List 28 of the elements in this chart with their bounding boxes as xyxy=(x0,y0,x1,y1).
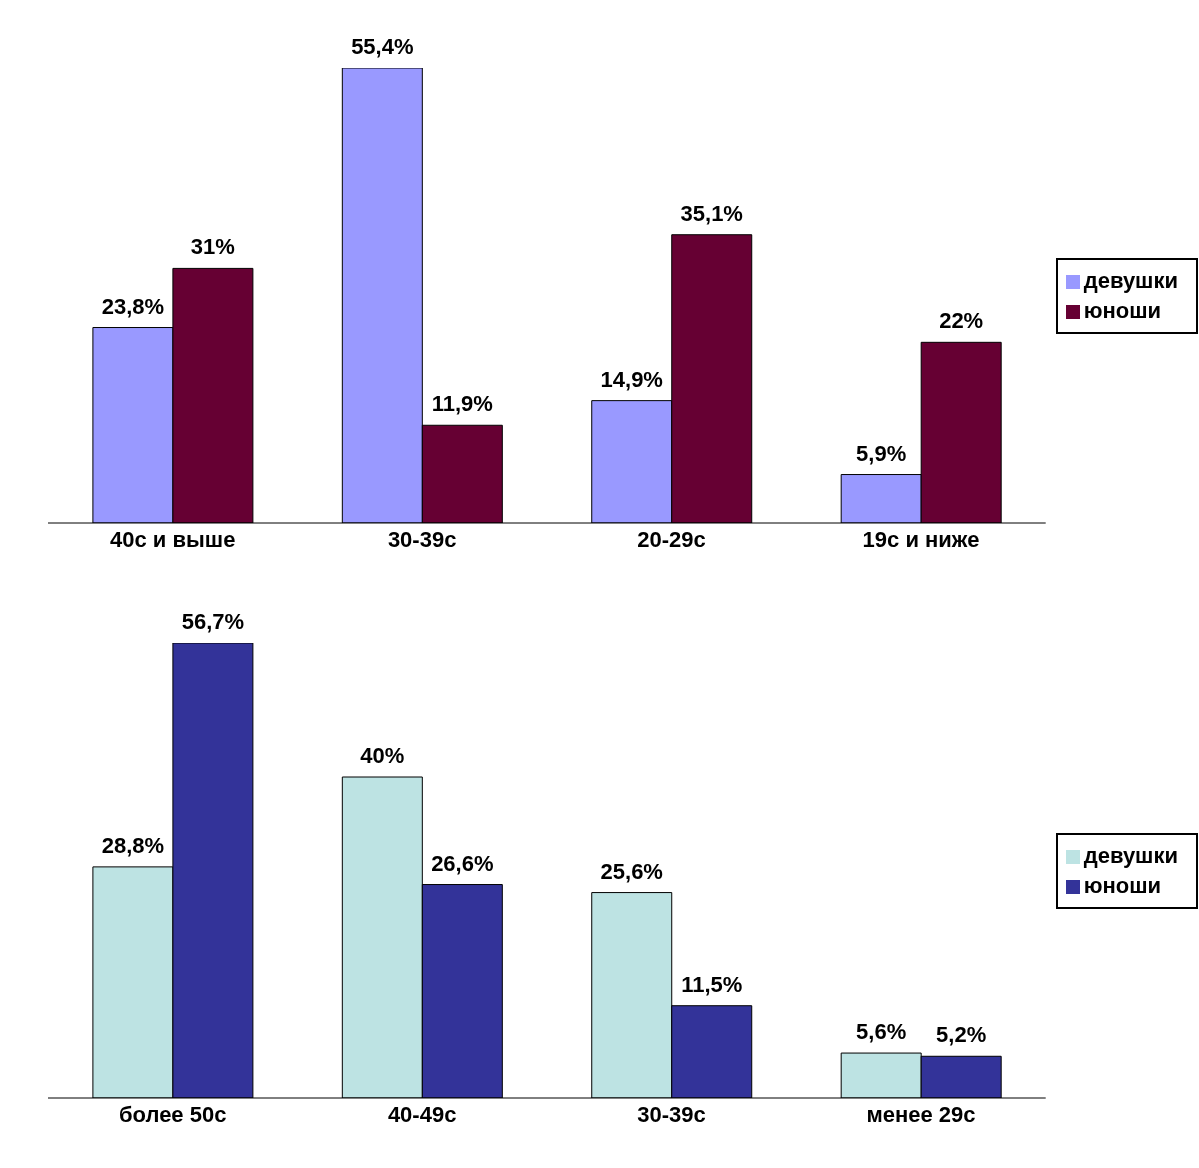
data-label: 14,9% xyxy=(600,366,663,392)
data-label: 40% xyxy=(360,743,405,769)
data-label: 11,5% xyxy=(681,971,743,997)
data-label: 28,8% xyxy=(101,832,165,858)
data-label: 25,6% xyxy=(600,858,663,884)
x-tick-label: более 50с xyxy=(118,1101,227,1127)
data-label: 5,9% xyxy=(856,440,907,466)
x-tick-label: 40-49с xyxy=(387,1101,457,1127)
legend-label: девушки xyxy=(1083,842,1178,868)
data-label: 5,2% xyxy=(936,1022,987,1048)
data-label: 31% xyxy=(190,234,235,260)
data-label: 5,6% xyxy=(856,1019,907,1045)
x-tick-label: 20-29с xyxy=(637,526,706,552)
data-label: 22% xyxy=(939,308,984,334)
data-label: 56,7% xyxy=(181,609,245,634)
legend-label: юноши xyxy=(1083,297,1162,323)
data-label: 23,8% xyxy=(101,293,165,319)
x-tick-label: менее 29с xyxy=(866,1101,976,1127)
data-label: 55,4% xyxy=(351,34,414,59)
data-label: 11,9% xyxy=(431,391,493,417)
legend-label: девушки xyxy=(1083,267,1178,293)
legend-label: юноши xyxy=(1083,872,1162,898)
x-tick-label: 30-39с xyxy=(637,1101,706,1127)
data-label: 26,6% xyxy=(431,850,494,876)
x-tick-label: 30-39с xyxy=(387,526,457,552)
data-label: 35,1% xyxy=(680,200,743,226)
x-tick-label: 40с и выше xyxy=(110,526,236,552)
x-tick-label: 19с и ниже xyxy=(862,526,980,552)
